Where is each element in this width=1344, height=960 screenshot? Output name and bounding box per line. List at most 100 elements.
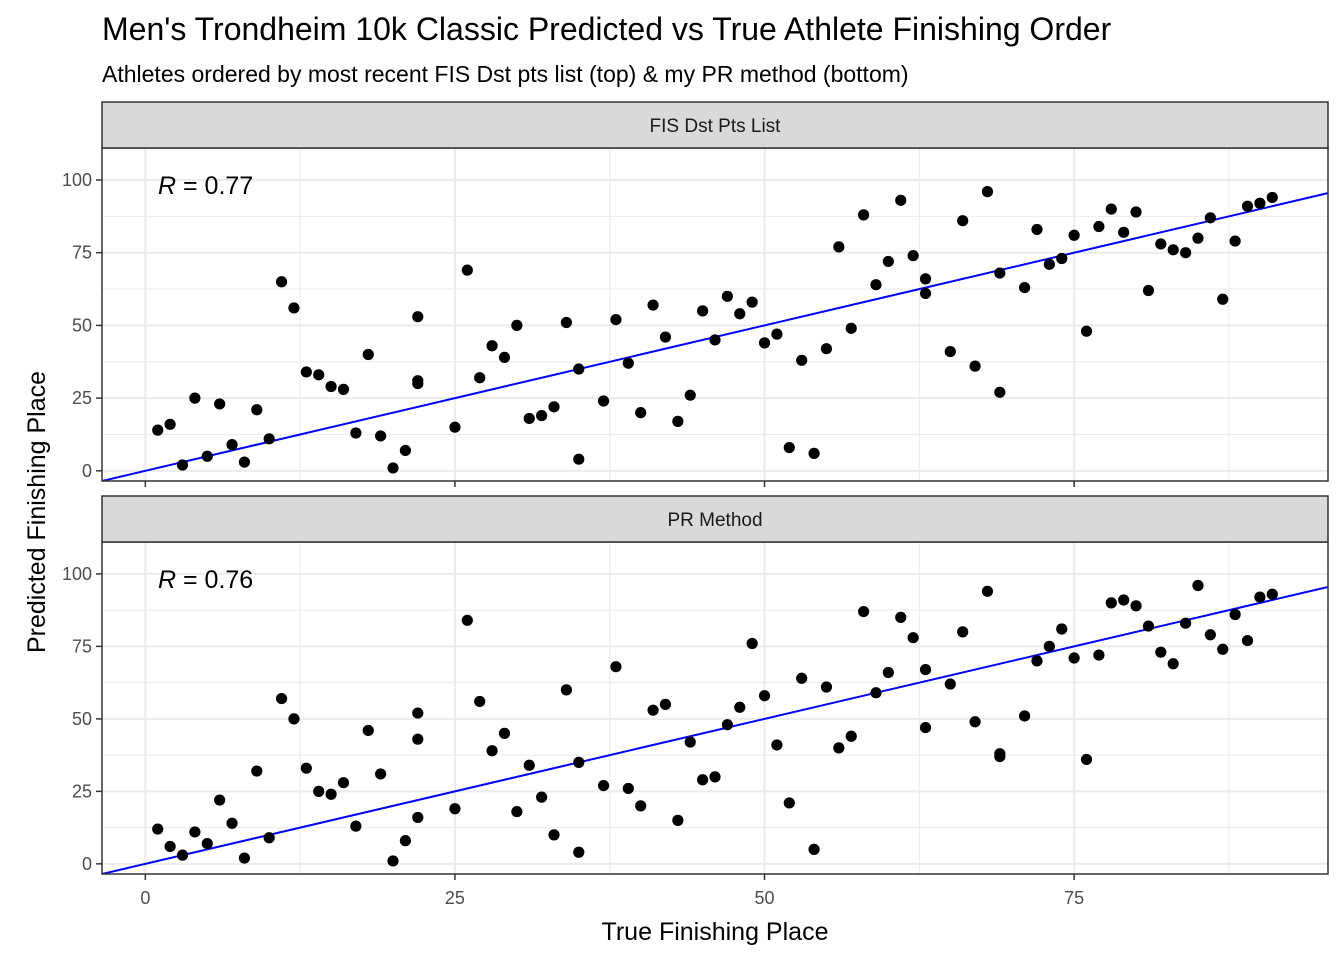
x-axis-title: True Finishing Place	[602, 918, 829, 946]
data-point	[1204, 629, 1216, 641]
data-point	[449, 803, 461, 815]
data-point	[288, 302, 300, 314]
data-point	[1056, 252, 1068, 265]
data-point	[387, 855, 399, 867]
data-point	[226, 439, 238, 451]
data-point	[214, 794, 226, 806]
y-tick-label: 0	[82, 461, 92, 481]
data-point	[474, 695, 486, 708]
y-tick-label: 25	[72, 388, 92, 408]
data-point	[275, 276, 288, 288]
data-point	[1266, 191, 1278, 204]
data-point	[263, 832, 275, 844]
data-point	[461, 264, 473, 276]
data-point	[1093, 649, 1105, 661]
data-point	[164, 840, 176, 853]
data-point	[486, 745, 498, 757]
data-point	[263, 433, 275, 445]
data-point	[957, 215, 969, 227]
data-point	[895, 194, 907, 206]
panel-background	[102, 148, 1328, 481]
data-point	[573, 453, 585, 465]
data-point	[474, 372, 486, 384]
data-point	[721, 719, 733, 731]
data-point	[820, 681, 833, 693]
data-point	[808, 843, 820, 855]
data-point	[387, 462, 399, 474]
data-point	[511, 806, 523, 818]
data-point	[573, 756, 585, 768]
data-point	[734, 701, 746, 713]
y-tick-label: 25	[72, 781, 92, 801]
data-point	[1018, 281, 1031, 294]
data-point	[870, 279, 882, 291]
y-tick-label: 75	[72, 636, 92, 656]
data-point	[820, 343, 833, 355]
data-point	[412, 811, 424, 824]
chart-subtitle: Athletes ordered by most recent FIS Dst …	[102, 61, 909, 87]
data-point	[1043, 640, 1055, 652]
data-point	[523, 412, 535, 425]
data-point	[758, 337, 771, 349]
data-point	[647, 704, 659, 716]
data-point	[721, 290, 733, 302]
data-point	[919, 287, 932, 300]
data-point	[1068, 652, 1080, 664]
data-point	[610, 313, 622, 326]
data-point	[796, 354, 808, 366]
data-point	[672, 814, 684, 826]
regression-line	[102, 585, 1328, 874]
data-point	[746, 637, 758, 650]
data-point	[1229, 608, 1241, 621]
data-point	[1204, 212, 1216, 224]
data-point	[362, 348, 374, 361]
data-point	[944, 678, 956, 690]
data-point	[919, 273, 932, 285]
facet-strip	[101, 495, 1329, 543]
data-point	[1068, 229, 1080, 241]
data-point	[981, 186, 994, 198]
data-point	[325, 788, 337, 800]
data-point	[325, 380, 337, 393]
data-point	[858, 605, 870, 618]
data-point	[746, 296, 758, 308]
data-point	[523, 759, 535, 771]
data-point	[189, 826, 201, 838]
data-point	[511, 319, 523, 332]
data-point	[313, 785, 325, 797]
chart-title: Men's Trondheim 10k Classic Predicted vs…	[102, 11, 1112, 47]
data-point	[1254, 197, 1266, 209]
data-point	[337, 383, 350, 395]
y-tick-label: 75	[72, 243, 92, 263]
data-point	[164, 418, 176, 430]
data-point	[635, 407, 647, 419]
data-point	[845, 322, 857, 334]
data-point	[1155, 238, 1167, 250]
data-point	[969, 716, 981, 728]
data-point	[957, 626, 969, 638]
data-point	[1192, 232, 1204, 244]
y-tick-label: 0	[82, 854, 92, 874]
data-point	[882, 255, 894, 268]
data-point	[907, 250, 919, 262]
data-point	[796, 672, 808, 684]
data-point	[734, 308, 746, 320]
data-point	[1130, 600, 1142, 612]
data-point	[536, 409, 548, 422]
data-point	[449, 421, 461, 433]
data-point	[684, 389, 696, 401]
correlation-symbol: R	[158, 566, 176, 594]
data-point	[610, 661, 622, 673]
data-point	[709, 334, 721, 346]
data-point	[573, 846, 585, 858]
data-point	[288, 713, 300, 725]
data-point	[858, 209, 870, 221]
facet-strip	[101, 101, 1329, 149]
data-point	[1167, 244, 1179, 256]
data-point	[313, 369, 325, 381]
data-point	[176, 849, 189, 861]
data-point	[238, 852, 251, 864]
data-point	[189, 392, 201, 404]
data-point	[659, 698, 672, 710]
correlation-label: R = 0.76	[158, 566, 253, 594]
